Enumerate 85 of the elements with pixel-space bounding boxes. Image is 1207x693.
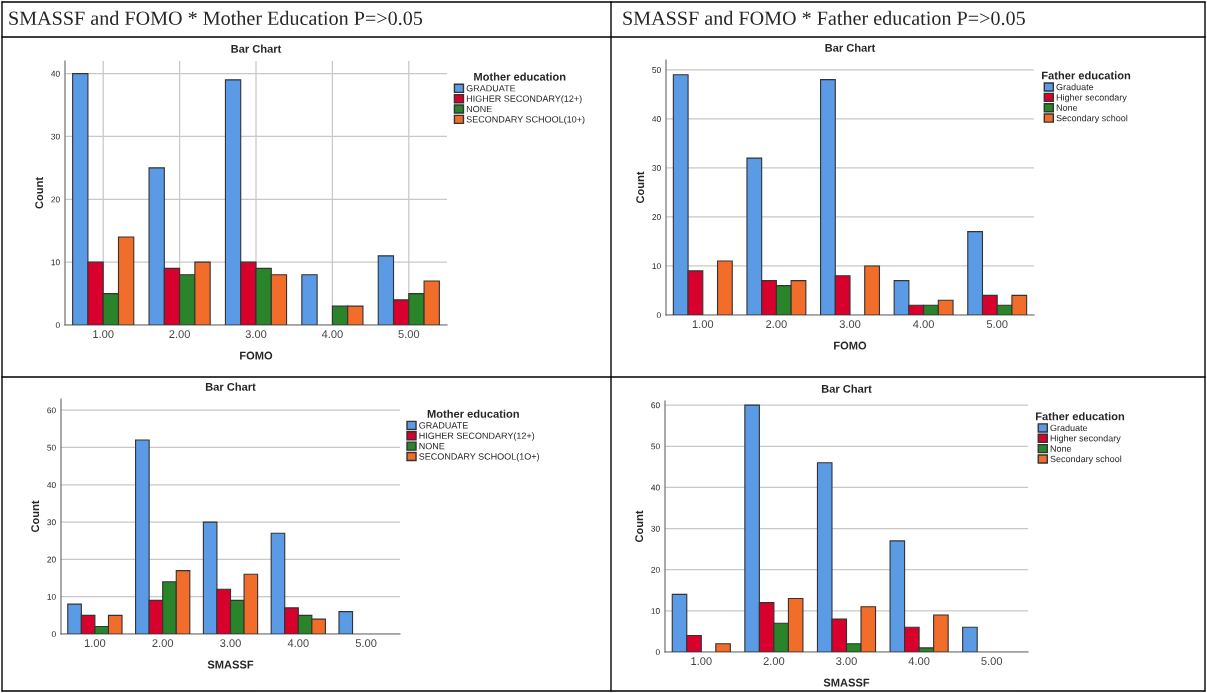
y-tick-label: 0: [51, 631, 56, 638]
x-tick-label: 2.00: [169, 330, 190, 339]
x-tick-label: 1.00: [692, 320, 714, 329]
y-tick-label: 60: [651, 402, 660, 409]
x-tick-label: 3.00: [836, 657, 857, 666]
bar: [338, 611, 354, 634]
y-tick-label: 40: [652, 116, 661, 122]
y-tick-label: 20: [51, 196, 60, 203]
legend-title: Father education: [1035, 412, 1125, 421]
x-tick-label: 5.00: [355, 639, 377, 648]
y-axis-title: Count: [635, 510, 644, 543]
bar: [962, 626, 978, 652]
legend-title: Mother education: [427, 409, 519, 418]
legend-title: Father education: [1042, 71, 1131, 80]
legend-label: GRADUATE: [466, 85, 516, 92]
x-tick-label: 4.00: [287, 639, 309, 648]
x-axis-title: SMASSF: [823, 678, 870, 687]
y-tick-label: 50: [651, 443, 660, 450]
y-tick-label: 50: [652, 67, 661, 73]
legend-label: Higher secondary: [1056, 93, 1127, 103]
y-axis-title: Count: [31, 500, 40, 533]
x-axis-title: FOMO: [834, 341, 867, 350]
y-tick-label: 30: [47, 519, 56, 526]
x-tick-label: 1.00: [93, 330, 114, 339]
y-tick-label: 40: [51, 70, 60, 77]
x-tick-label: 1.00: [691, 657, 712, 666]
x-tick-label: 3.00: [220, 639, 241, 648]
x-tick-label: 2.00: [766, 320, 787, 329]
y-tick-label: 0: [55, 322, 60, 329]
legend-label: None: [1056, 104, 1078, 111]
bar: [715, 643, 731, 652]
legend-label: Secondary school: [1056, 114, 1128, 124]
y-tick-label: 10: [51, 259, 60, 266]
y-tick-label: 50: [47, 444, 56, 451]
legend-label: HIGHER SECONDARY(12+): [419, 432, 535, 441]
legend-label: Graduate: [1050, 424, 1088, 432]
legend-label: Graduate: [1056, 83, 1094, 91]
y-tick-label: 40: [47, 481, 56, 488]
y-axis-title: Count: [636, 171, 645, 204]
text: SMASSF and FOMO * Mother Education P=>0.05: [9, 10, 423, 26]
x-tick-label: 3.00: [839, 320, 861, 329]
x-tick-label: 3.00: [245, 330, 267, 339]
legend-label: NONE: [419, 442, 445, 450]
legend-label: GRADUATE: [419, 422, 468, 429]
legend-label: SECONDARY SCHOOL(10+): [466, 115, 585, 125]
chart-title: Bar Chart: [205, 382, 256, 391]
x-axis-title: FOMO: [240, 351, 273, 360]
y-tick-label: 0: [655, 649, 660, 656]
bar: [301, 274, 318, 325]
legend-label: Secondary school: [1050, 455, 1122, 464]
y-tick-label: 10: [651, 608, 660, 614]
text: SMASSF and FOMO * Father education P=>0.05: [623, 10, 1025, 26]
x-tick-label: 1.00: [84, 639, 106, 648]
x-tick-label: 4.00: [321, 330, 343, 339]
bar: [716, 260, 733, 315]
legend-label: Higher secondary: [1050, 434, 1121, 444]
chart-title: Bar Chart: [231, 44, 282, 53]
x-tick-label: 2.00: [152, 639, 174, 648]
y-tick-label: 10: [652, 263, 661, 270]
x-tick-label: 4.00: [913, 320, 934, 329]
legend-label: SECONDARY SCHOOL(1O+): [419, 453, 540, 462]
y-tick-label: 20: [652, 214, 661, 221]
legend-label: None: [1050, 445, 1072, 452]
y-tick-label: 10: [47, 593, 56, 600]
x-axis-title: SMASSF: [207, 660, 254, 669]
y-tick-label: 0: [656, 312, 661, 319]
y-tick-label: 30: [651, 525, 660, 532]
x-tick-label: 5.00: [981, 657, 1003, 666]
y-tick-label: 30: [51, 133, 60, 140]
y-tick-label: 20: [651, 566, 660, 573]
legend-label: NONE: [466, 105, 492, 113]
y-axis-title: Count: [35, 177, 44, 209]
chart-title: Bar Chart: [821, 384, 872, 393]
bar: [864, 265, 880, 315]
y-tick-label: 40: [651, 484, 660, 491]
x-tick-label: 2.00: [763, 657, 785, 666]
y-tick-label: 30: [652, 165, 661, 171]
x-tick-label: 5.00: [398, 330, 420, 339]
legend-title: Mother education: [474, 72, 566, 81]
x-tick-label: 4.00: [908, 657, 930, 666]
x-tick-label: 5.00: [986, 320, 1008, 329]
y-tick-label: 60: [47, 407, 56, 414]
legend-label: HIGHER SECONDARY(12+): [466, 95, 582, 104]
chart-title: Bar Chart: [825, 43, 876, 52]
y-tick-label: 20: [47, 556, 56, 563]
